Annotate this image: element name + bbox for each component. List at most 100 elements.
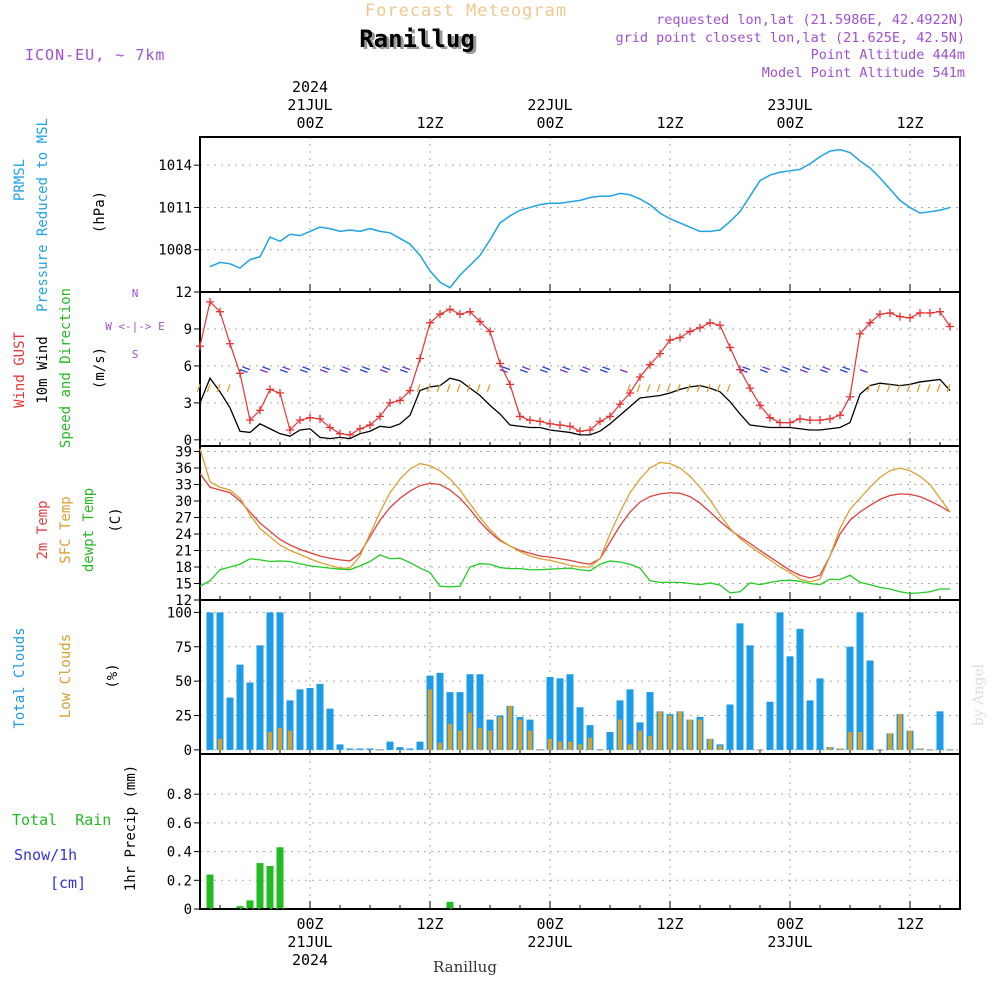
y-tick-label: 100 bbox=[167, 605, 192, 621]
wind-arrow bbox=[842, 366, 851, 371]
y-tick-label: 0 bbox=[184, 902, 192, 918]
wind-arrow bbox=[876, 384, 881, 393]
gust-point bbox=[706, 318, 714, 327]
wind-arrow bbox=[216, 384, 221, 393]
gust-point bbox=[936, 307, 944, 316]
y-tick-label: 12 bbox=[175, 593, 192, 609]
model-label: ICON-EU, ~ 7km bbox=[25, 46, 165, 64]
total-cloud-bar bbox=[416, 741, 424, 750]
info-line-4: Model Point Altitude 541m bbox=[762, 65, 965, 81]
low-cloud-bar bbox=[848, 732, 852, 750]
gust-point bbox=[576, 427, 584, 436]
info-line-1: requested lon,lat (21.5986E, 42.4922N) bbox=[656, 12, 965, 28]
low-cloud-bar bbox=[618, 719, 622, 750]
low-clouds-label: Low Clouds bbox=[58, 634, 74, 718]
low-cloud-bar bbox=[698, 719, 702, 750]
total-cloud-bar bbox=[806, 700, 814, 750]
y-tick-label: 0 bbox=[184, 743, 192, 759]
top-time-label: 2024 bbox=[292, 78, 328, 96]
y-tick-label: 15 bbox=[175, 577, 192, 593]
total-cloud-bar bbox=[266, 612, 274, 750]
wind-arrow bbox=[886, 384, 891, 393]
y-tick-label: 0 bbox=[184, 433, 192, 449]
pressure-label-1: PRMSL bbox=[12, 159, 28, 201]
low-cloud-bar bbox=[898, 714, 902, 750]
gust-point bbox=[896, 312, 904, 321]
gust-point bbox=[786, 418, 794, 427]
y-tick-label: 25 bbox=[175, 709, 192, 725]
total-clouds-label: Total Clouds bbox=[12, 627, 28, 728]
wind-arrow bbox=[896, 384, 901, 393]
gust-point bbox=[196, 342, 204, 351]
footer-label: Ranillug bbox=[433, 958, 497, 976]
wind-arrow bbox=[426, 384, 431, 393]
wind-arrow bbox=[196, 384, 201, 393]
wind-arrow bbox=[726, 384, 731, 393]
top-time-label: 12Z bbox=[416, 114, 443, 132]
pressure-label-2: Pressure Reduced to MSL bbox=[35, 118, 51, 312]
gust-point bbox=[396, 396, 404, 405]
gust-point bbox=[286, 425, 294, 434]
gust-point bbox=[266, 385, 274, 394]
wind-arrow bbox=[599, 369, 608, 373]
low-cloud-bar bbox=[648, 736, 652, 750]
y-tick-label: 0.8 bbox=[167, 787, 192, 803]
gust-label: Wind GUST bbox=[12, 332, 28, 408]
chart-title-shadow: Ranillug bbox=[362, 27, 478, 55]
low-cloud-bar bbox=[888, 733, 892, 750]
y-tick-label: 36 bbox=[175, 461, 192, 477]
total-cloud-bar bbox=[766, 701, 774, 750]
gust-point bbox=[326, 423, 334, 432]
low-cloud-bar bbox=[508, 705, 512, 750]
header: Forecast Meteogram Ranillug Ranillug ICO… bbox=[25, 1, 965, 81]
gust-point bbox=[416, 354, 424, 363]
low-cloud-bar bbox=[718, 745, 722, 750]
low-cloud-bar bbox=[918, 748, 922, 750]
compass-s: S bbox=[132, 348, 139, 361]
y-tick-label: 1014 bbox=[158, 158, 192, 174]
low-cloud-bar bbox=[708, 738, 712, 750]
wind-arrow bbox=[522, 366, 531, 371]
total-cloud-bar bbox=[236, 664, 244, 750]
total-cloud-bar bbox=[336, 744, 344, 750]
chart-subtitle: Forecast Meteogram bbox=[365, 1, 567, 21]
wind-arrow bbox=[799, 369, 808, 373]
total-cloud-bar bbox=[466, 674, 474, 750]
bottom-time-label: 12Z bbox=[416, 915, 443, 933]
gust-point bbox=[946, 322, 954, 331]
gust-point bbox=[586, 425, 594, 434]
gust-point bbox=[236, 369, 244, 378]
wind-arrow bbox=[819, 369, 828, 373]
total-cloud-bar bbox=[746, 645, 754, 750]
total-cloud-bar bbox=[246, 682, 254, 750]
temp-unit: (C) bbox=[108, 507, 124, 532]
low-cloud-bar bbox=[828, 747, 832, 750]
wind-arrow bbox=[619, 369, 628, 373]
gust-point bbox=[836, 411, 844, 420]
gust-point bbox=[316, 414, 324, 423]
wind-arrow bbox=[339, 369, 348, 373]
wind-arrow bbox=[716, 384, 721, 393]
gust-point bbox=[726, 343, 734, 352]
gust-point bbox=[686, 327, 694, 336]
total-cloud-bar bbox=[856, 612, 864, 750]
wind-arrow bbox=[486, 384, 491, 393]
gust-point bbox=[536, 417, 544, 426]
t2m-line bbox=[199, 473, 951, 579]
gust-point bbox=[466, 307, 474, 316]
wind-arrow bbox=[379, 369, 388, 373]
wind-arrow bbox=[456, 384, 461, 393]
wind-arrow bbox=[802, 366, 811, 371]
total-cloud-bar bbox=[476, 674, 484, 750]
total-cloud-bar bbox=[316, 683, 324, 750]
gust-point bbox=[806, 416, 814, 425]
wind-arrow bbox=[466, 384, 471, 393]
pressure-unit: (hPa) bbox=[92, 191, 108, 233]
total-cloud-bar bbox=[786, 656, 794, 750]
y-tick-label: 0.4 bbox=[167, 845, 192, 861]
wind-arrow bbox=[319, 369, 328, 373]
gust-point bbox=[656, 349, 664, 358]
wind-arrow bbox=[866, 384, 871, 393]
wind-arrow bbox=[906, 384, 911, 393]
